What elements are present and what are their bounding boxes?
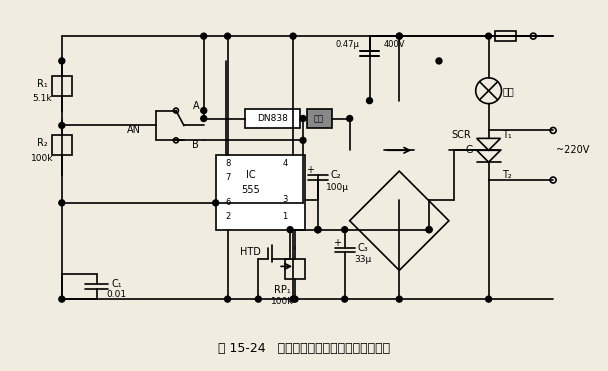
- Text: 555: 555: [241, 185, 260, 195]
- Text: 100μ: 100μ: [326, 184, 349, 193]
- Circle shape: [315, 227, 321, 233]
- Bar: [246, 109, 300, 128]
- Circle shape: [426, 227, 432, 233]
- Text: 8: 8: [225, 159, 230, 168]
- Text: B: B: [193, 140, 199, 150]
- Text: DN838: DN838: [257, 114, 288, 123]
- Text: C₃: C₃: [357, 243, 368, 253]
- Text: T₂: T₂: [502, 170, 511, 180]
- Circle shape: [396, 296, 402, 302]
- Text: A: A: [193, 101, 199, 111]
- Circle shape: [59, 296, 65, 302]
- Bar: [285, 259, 305, 279]
- Circle shape: [59, 200, 65, 206]
- Text: 磁铁: 磁铁: [314, 114, 324, 123]
- Bar: [307, 109, 332, 128]
- Text: RP₁: RP₁: [274, 285, 291, 295]
- Text: 0.01: 0.01: [106, 290, 126, 299]
- Circle shape: [436, 58, 442, 64]
- Text: HTD: HTD: [240, 246, 261, 256]
- Circle shape: [300, 137, 306, 143]
- Circle shape: [201, 115, 207, 121]
- Circle shape: [396, 33, 402, 39]
- Text: 2: 2: [225, 212, 230, 221]
- Text: SCR: SCR: [451, 130, 471, 140]
- Text: 400V: 400V: [384, 40, 405, 49]
- Circle shape: [367, 98, 373, 104]
- Circle shape: [486, 33, 492, 39]
- Text: 100k: 100k: [31, 154, 54, 163]
- Circle shape: [290, 33, 296, 39]
- Circle shape: [396, 33, 402, 39]
- Text: AN: AN: [127, 125, 141, 135]
- Text: C₁: C₁: [111, 279, 122, 289]
- Circle shape: [59, 122, 65, 128]
- Text: 4: 4: [283, 159, 288, 168]
- Text: 3: 3: [283, 196, 288, 204]
- Circle shape: [347, 115, 353, 121]
- Text: R₁: R₁: [36, 79, 47, 89]
- Circle shape: [426, 227, 432, 233]
- Text: 7: 7: [225, 173, 230, 181]
- Text: G: G: [465, 145, 472, 155]
- Circle shape: [342, 296, 348, 302]
- Circle shape: [255, 296, 261, 302]
- Circle shape: [224, 33, 230, 39]
- Text: 0.47μ: 0.47μ: [336, 40, 359, 49]
- Circle shape: [287, 227, 293, 233]
- Circle shape: [342, 227, 348, 233]
- Text: ~220V: ~220V: [556, 145, 590, 155]
- Circle shape: [201, 33, 207, 39]
- Text: 1: 1: [283, 212, 288, 221]
- Text: 图 15-24   报警、门铃、照明三用控制器电路: 图 15-24 报警、门铃、照明三用控制器电路: [218, 342, 390, 355]
- Text: 33μ: 33μ: [354, 255, 371, 264]
- Circle shape: [315, 227, 321, 233]
- Circle shape: [290, 296, 296, 302]
- Circle shape: [315, 227, 321, 233]
- Text: 负载: 负载: [503, 86, 514, 96]
- Text: IC: IC: [246, 170, 255, 180]
- Text: 5.1k: 5.1k: [32, 94, 52, 103]
- Circle shape: [224, 296, 230, 302]
- Text: C₂: C₂: [330, 170, 341, 180]
- Text: R₂: R₂: [36, 138, 47, 148]
- Text: +: +: [306, 165, 314, 175]
- Circle shape: [292, 296, 298, 302]
- Circle shape: [300, 115, 306, 121]
- Text: T₁: T₁: [502, 130, 511, 140]
- Circle shape: [486, 296, 492, 302]
- Bar: [52, 76, 72, 96]
- Bar: [494, 31, 516, 41]
- Text: +: +: [333, 237, 340, 247]
- Circle shape: [213, 200, 219, 206]
- Circle shape: [201, 108, 207, 114]
- Circle shape: [59, 58, 65, 64]
- Bar: [52, 135, 72, 155]
- Text: 100k: 100k: [271, 297, 294, 306]
- Bar: [216, 155, 305, 230]
- Text: 6: 6: [225, 198, 230, 207]
